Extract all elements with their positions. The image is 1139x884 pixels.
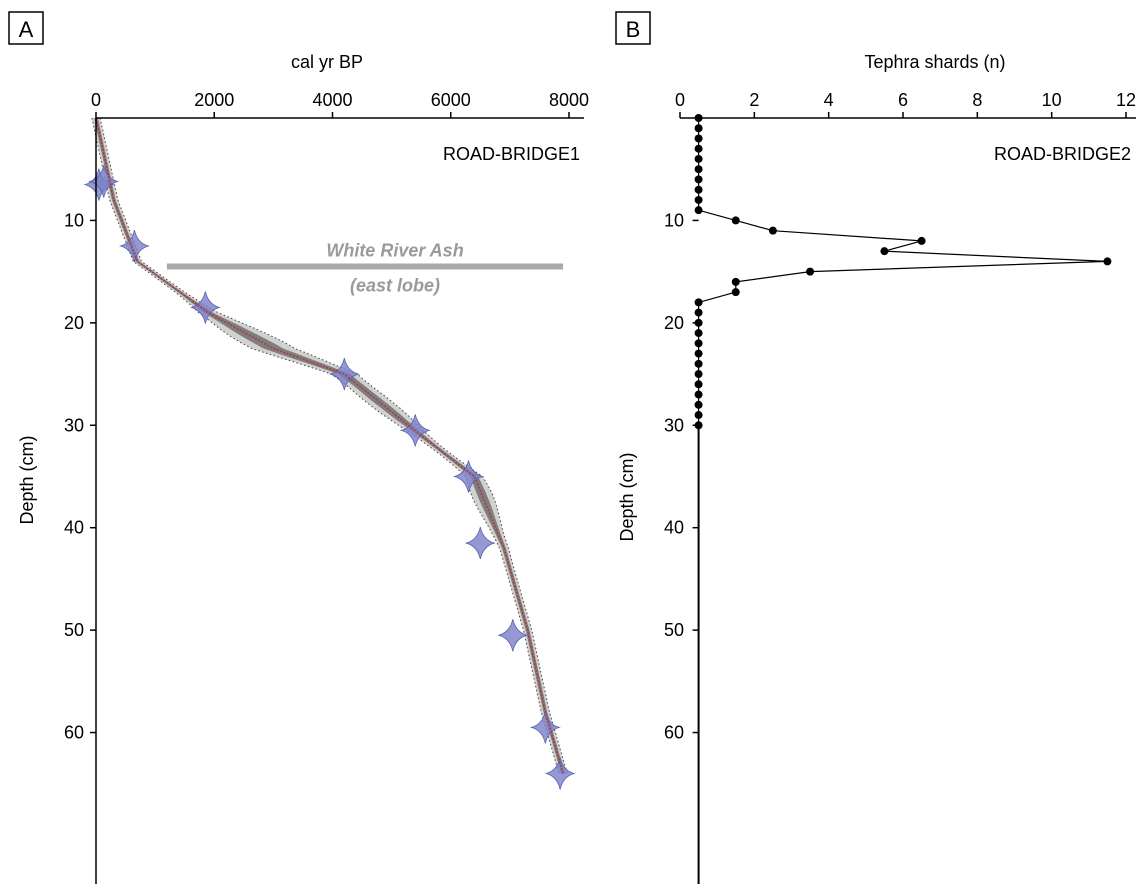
age-model-envelope (91, 118, 568, 774)
shard-count-point (694, 134, 703, 143)
shard-count-point (694, 185, 703, 194)
shard-count-point (694, 154, 703, 163)
panel-a-chart: cal yr BP Depth (cm) ROAD-BRIDGE1 White … (17, 52, 589, 884)
x-tick-label: 8000 (549, 90, 589, 110)
shard-count-point (768, 226, 777, 235)
dated-level-marker (544, 757, 576, 790)
x-tick-label: 4000 (312, 90, 352, 110)
panel-b-letter: B (615, 11, 651, 45)
y-tick-label: 30 (664, 415, 684, 435)
shard-count-point (694, 411, 703, 420)
y-tick-label: 50 (664, 620, 684, 640)
age-model-inner-envelope (94, 118, 565, 774)
dated-level-marker (529, 711, 561, 744)
shard-count-point (731, 216, 740, 225)
dated-level-marker (189, 291, 221, 324)
shard-count-point (731, 288, 740, 297)
shard-count-point (694, 370, 703, 379)
panel-a-x-axis-title: cal yr BP (291, 52, 363, 72)
y-tick-label: 60 (64, 723, 84, 743)
ash-label-name: White River Ash (326, 241, 463, 261)
x-tick-label: 6 (898, 90, 908, 110)
shard-count-point (694, 390, 703, 399)
panel-b-y-axis-title: Depth (cm) (617, 452, 637, 541)
shard-count-point (1103, 257, 1112, 266)
age-model-median-line (95, 117, 564, 774)
y-tick-label: 50 (64, 620, 84, 640)
panel-a-age-model (95, 117, 564, 774)
shard-count-point (880, 247, 889, 256)
y-tick-label: 60 (664, 723, 684, 743)
panel-a-dated-levels (83, 165, 576, 790)
y-tick-label: 40 (64, 518, 84, 538)
x-tick-label: 2 (749, 90, 759, 110)
shard-count-point (694, 206, 703, 215)
ash-label-lobe: (east lobe) (350, 276, 440, 296)
shard-count-point (694, 308, 703, 317)
panel-b-chart: Tephra shards (n) Depth (cm) ROAD-BRIDGE… (617, 52, 1136, 884)
shard-count-point (731, 277, 740, 286)
panel-b-x-axis-title: Tephra shards (n) (864, 52, 1005, 72)
shard-count-point (694, 380, 703, 389)
x-tick-label: 6000 (431, 90, 471, 110)
shard-count-point (694, 339, 703, 348)
shard-count-point (806, 267, 815, 276)
x-tick-label: 2000 (194, 90, 234, 110)
envelope-upper-bound (99, 117, 568, 774)
shard-count-point (694, 329, 703, 338)
panel-b-shard-series (694, 114, 1112, 884)
panel-a-y-axis-title: Depth (cm) (17, 435, 37, 524)
y-tick-label: 10 (64, 210, 84, 230)
panel-b-letter-text: B (626, 17, 641, 42)
panel-a-site-label: ROAD-BRIDGE1 (443, 144, 580, 164)
shard-count-point (694, 400, 703, 409)
shard-count-point (694, 124, 703, 133)
y-tick-label: 30 (64, 415, 84, 435)
y-tick-label: 10 (664, 210, 684, 230)
y-tick-label: 20 (664, 313, 684, 333)
y-tick-label: 20 (64, 313, 84, 333)
dated-level-marker (88, 165, 120, 198)
x-tick-label: 0 (91, 90, 101, 110)
shard-count-point (694, 349, 703, 358)
panel-a-letter-text: A (19, 17, 34, 42)
shard-count-point (694, 359, 703, 368)
shard-count-point (694, 298, 703, 307)
dated-level-marker (452, 460, 485, 493)
panel-b-axes: 0 2 4 6 8 10 12 10 20 30 40 50 60 (664, 90, 1136, 743)
dated-level-marker (497, 619, 529, 652)
shard-count-point (694, 195, 703, 204)
shard-count-line (697, 118, 1108, 426)
shard-count-point (917, 236, 926, 245)
panel-b-site-label: ROAD-BRIDGE2 (994, 144, 1131, 164)
shard-count-point (694, 175, 703, 184)
shard-count-point (694, 144, 703, 153)
x-tick-label: 8 (972, 90, 982, 110)
y-tick-label: 40 (664, 518, 684, 538)
envelope-lower-bound (91, 117, 560, 774)
shard-count-point (694, 165, 703, 174)
x-tick-label: 0 (675, 90, 685, 110)
panel-a-confidence-envelope (91, 117, 568, 774)
dated-level-marker (118, 229, 150, 263)
x-tick-label: 10 (1042, 90, 1062, 110)
x-tick-label: 12 (1116, 90, 1136, 110)
x-tick-label: 4 (824, 90, 834, 110)
panel-a-letter: A (8, 11, 44, 45)
dated-level-marker (464, 526, 496, 560)
panel-a-axes: 0 2000 4000 6000 8000 10 20 30 40 50 60 (64, 90, 589, 884)
panel-a-white-river-ash: White River Ash (east lobe) (166, 241, 564, 296)
